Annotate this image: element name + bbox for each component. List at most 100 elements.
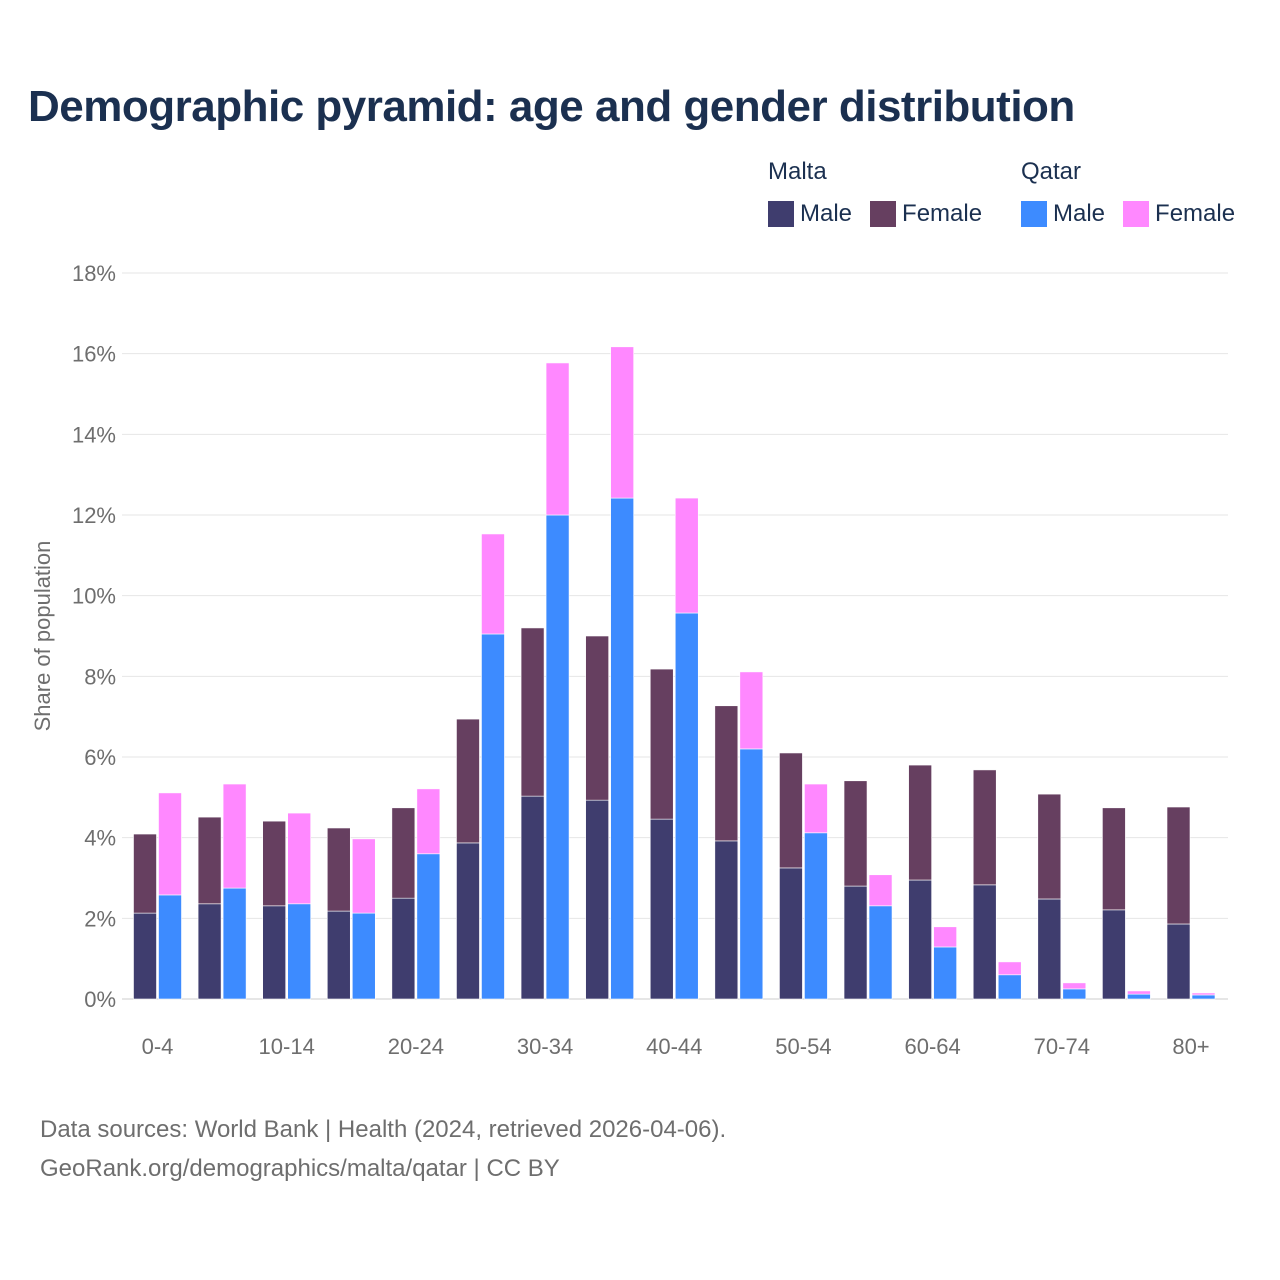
- bar-qatar-male-45-49[interactable]: [739, 748, 764, 1000]
- bar-qatar-female-65-69[interactable]: [997, 961, 1022, 976]
- bar-malta-female-25-29[interactable]: [456, 718, 480, 844]
- bar-malta-male-30-34[interactable]: [520, 795, 545, 1000]
- bar-malta-male-20-24[interactable]: [391, 897, 416, 1000]
- legend-label: Male: [800, 200, 853, 227]
- bar-qatar-male-30-34[interactable]: [545, 514, 570, 1000]
- bar-malta-male-75-79[interactable]: [1102, 909, 1126, 1000]
- legend-item-qatar-male[interactable]: Male: [1021, 200, 1105, 228]
- footer-source: Data sources: World Bank | Health (2024,…: [40, 1116, 727, 1143]
- bar-malta-female-30-34[interactable]: [520, 627, 545, 797]
- bar-malta-female-65-69[interactable]: [972, 769, 997, 886]
- bar-qatar-female-30-34[interactable]: [545, 362, 570, 516]
- chart-title: Demographic pyramid: age and gender dist…: [28, 82, 1075, 131]
- bar-malta-male-15-19[interactable]: [326, 910, 351, 1000]
- x-tick-label: 30-34: [517, 1034, 573, 1059]
- bar-qatar-female-5-9[interactable]: [222, 783, 247, 889]
- bar-qatar-female-55-59[interactable]: [868, 874, 893, 907]
- bar-malta-female-0-4[interactable]: [133, 833, 157, 914]
- bar-qatar-female-70-74[interactable]: [1062, 982, 1087, 990]
- bar-qatar-male-70-74[interactable]: [1062, 988, 1087, 1000]
- bar-qatar-male-55-59[interactable]: [868, 905, 893, 1000]
- bar-malta-male-35-39[interactable]: [585, 799, 609, 1000]
- x-tick-label: 10-14: [259, 1034, 315, 1059]
- bar-qatar-female-0-4[interactable]: [158, 792, 182, 896]
- y-tick-label: 12%: [72, 503, 116, 528]
- bar-malta-female-10-14[interactable]: [262, 820, 286, 907]
- bar-malta-male-0-4[interactable]: [133, 912, 157, 1000]
- bar-qatar-female-35-39[interactable]: [610, 346, 634, 499]
- bar-qatar-male-50-54[interactable]: [804, 832, 828, 1000]
- bar-qatar-female-80+[interactable]: [1191, 992, 1216, 996]
- bar-qatar-male-65-69[interactable]: [997, 974, 1022, 1000]
- legend-qatar: Qatar Male Female: [1021, 158, 1235, 228]
- x-tick-label: 50-54: [775, 1034, 831, 1059]
- bar-malta-male-45-49[interactable]: [714, 840, 739, 1000]
- bar-malta-male-80+[interactable]: [1166, 923, 1191, 1000]
- bar-qatar-female-10-14[interactable]: [287, 812, 311, 905]
- bar-qatar-female-25-29[interactable]: [481, 533, 505, 635]
- legend-malta: Malta Male Female: [768, 158, 982, 228]
- legend-label: Male: [1053, 200, 1106, 227]
- bar-qatar-male-40-44[interactable]: [674, 612, 699, 1000]
- bar-malta-male-40-44[interactable]: [649, 818, 674, 1000]
- x-tick-label: 70-74: [1034, 1034, 1090, 1059]
- bar-qatar-male-0-4[interactable]: [158, 894, 182, 1000]
- bar-qatar-male-60-64[interactable]: [933, 946, 957, 1000]
- bar-qatar-male-80+[interactable]: [1191, 994, 1216, 1000]
- bar-malta-female-15-19[interactable]: [326, 827, 351, 912]
- bar-qatar-female-45-49[interactable]: [739, 671, 764, 750]
- y-tick-label: 2%: [84, 906, 116, 931]
- y-axis-label: Share of population: [30, 541, 55, 732]
- legend-item-qatar-female[interactable]: Female: [1123, 200, 1235, 228]
- bar-malta-male-60-64[interactable]: [908, 879, 932, 1000]
- bar-qatar-female-40-44[interactable]: [674, 497, 699, 614]
- legend-item-malta-male[interactable]: Male: [768, 200, 852, 228]
- bar-malta-male-70-74[interactable]: [1037, 898, 1062, 1000]
- bar-qatar-male-20-24[interactable]: [416, 853, 441, 1000]
- bar-malta-male-10-14[interactable]: [262, 905, 286, 1000]
- y-tick-label: 0%: [84, 987, 116, 1012]
- bar-malta-male-5-9[interactable]: [197, 903, 222, 1000]
- y-tick-label: 18%: [72, 261, 116, 286]
- bar-qatar-male-10-14[interactable]: [287, 903, 311, 1000]
- bar-qatar-male-5-9[interactable]: [222, 887, 247, 1000]
- footer-credit[interactable]: GeoRank.org/demographics/malta/qatar | C…: [40, 1155, 560, 1182]
- y-tick-label: 8%: [84, 664, 116, 689]
- bar-malta-female-55-59[interactable]: [843, 780, 868, 887]
- bar-qatar-female-75-79[interactable]: [1127, 990, 1151, 995]
- bar-malta-male-55-59[interactable]: [843, 885, 868, 1000]
- legend-swatch: [1123, 201, 1150, 227]
- legend-label: Female: [902, 200, 983, 227]
- bar-malta-male-25-29[interactable]: [456, 842, 480, 1000]
- bar-malta-female-70-74[interactable]: [1037, 793, 1062, 900]
- bar-malta-female-40-44[interactable]: [649, 668, 674, 820]
- bar-qatar-male-25-29[interactable]: [481, 633, 505, 1000]
- bar-malta-female-75-79[interactable]: [1102, 807, 1126, 911]
- bar-qatar-female-15-19[interactable]: [351, 838, 376, 914]
- bar-malta-female-50-54[interactable]: [779, 752, 803, 869]
- bar-malta-female-45-49[interactable]: [714, 705, 739, 842]
- bar-qatar-male-15-19[interactable]: [351, 912, 376, 1000]
- bar-qatar-female-60-64[interactable]: [933, 926, 957, 948]
- bar-qatar-female-20-24[interactable]: [416, 788, 441, 855]
- legend-swatch: [1021, 201, 1047, 227]
- y-tick-label: 10%: [72, 584, 116, 609]
- x-tick-label: 20-24: [388, 1034, 444, 1059]
- y-tick-label: 16%: [72, 342, 116, 367]
- bar-malta-female-20-24[interactable]: [391, 807, 416, 899]
- bar-qatar-male-75-79[interactable]: [1127, 993, 1151, 1000]
- x-tick-label: 40-44: [646, 1034, 702, 1059]
- y-tick-label: 6%: [84, 745, 116, 770]
- bar-malta-female-35-39[interactable]: [585, 635, 609, 801]
- legend-title-qatar: Qatar: [1021, 158, 1082, 185]
- bar-qatar-female-50-54[interactable]: [804, 783, 828, 834]
- legend-swatch: [870, 201, 897, 227]
- bar-malta-female-80+[interactable]: [1166, 806, 1191, 925]
- bar-malta-female-5-9[interactable]: [197, 816, 222, 905]
- bar-malta-male-50-54[interactable]: [779, 867, 803, 1000]
- bar-malta-male-65-69[interactable]: [972, 884, 997, 1000]
- legend-item-malta-female[interactable]: Female: [870, 200, 982, 228]
- bar-malta-female-60-64[interactable]: [908, 764, 932, 881]
- y-tick-label: 4%: [84, 826, 116, 851]
- bar-qatar-male-35-39[interactable]: [610, 497, 634, 1000]
